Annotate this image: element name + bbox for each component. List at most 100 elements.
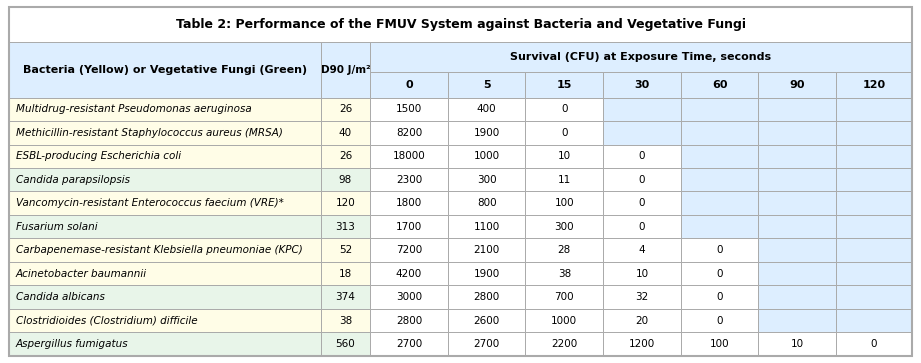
- Bar: [603, 309, 681, 332]
- Bar: [836, 144, 912, 168]
- Bar: [681, 192, 758, 215]
- Text: 18: 18: [339, 269, 352, 279]
- Bar: [681, 309, 758, 332]
- Bar: [9, 168, 321, 192]
- Text: 8200: 8200: [396, 128, 422, 138]
- Text: Table 2: Performance of the FMUV System against Bacteria and Vegetative Fungi: Table 2: Performance of the FMUV System …: [176, 18, 745, 31]
- Text: 1500: 1500: [396, 105, 422, 114]
- Text: 20: 20: [635, 315, 648, 326]
- Bar: [836, 72, 912, 98]
- Text: 2100: 2100: [473, 245, 500, 255]
- Text: 0: 0: [870, 339, 877, 349]
- Text: 300: 300: [554, 222, 574, 232]
- Bar: [526, 238, 603, 262]
- Text: 374: 374: [335, 292, 356, 302]
- Text: 38: 38: [339, 315, 352, 326]
- Text: Vancomycin-resistant Enterococcus faecium (VRE)*: Vancomycin-resistant Enterococcus faeciu…: [16, 198, 284, 208]
- Bar: [526, 285, 603, 309]
- Text: 300: 300: [477, 175, 496, 185]
- Bar: [526, 309, 603, 332]
- Bar: [758, 192, 836, 215]
- Bar: [9, 192, 321, 215]
- Bar: [758, 121, 836, 144]
- Text: 30: 30: [635, 79, 649, 90]
- Text: 0: 0: [561, 128, 567, 138]
- Bar: [836, 309, 912, 332]
- Text: 313: 313: [335, 222, 356, 232]
- Text: 11: 11: [558, 175, 571, 185]
- Bar: [448, 121, 526, 144]
- Text: 0: 0: [561, 105, 567, 114]
- Bar: [9, 262, 321, 285]
- Text: 4200: 4200: [396, 269, 422, 279]
- Bar: [603, 285, 681, 309]
- Bar: [836, 121, 912, 144]
- Bar: [836, 285, 912, 309]
- Bar: [681, 285, 758, 309]
- Text: 52: 52: [339, 245, 352, 255]
- Bar: [758, 144, 836, 168]
- Text: 10: 10: [635, 269, 648, 279]
- Bar: [758, 215, 836, 238]
- Bar: [321, 168, 370, 192]
- Bar: [758, 168, 836, 192]
- Bar: [526, 192, 603, 215]
- Bar: [370, 72, 448, 98]
- Text: 700: 700: [554, 292, 574, 302]
- Bar: [603, 72, 681, 98]
- Bar: [603, 192, 681, 215]
- Text: Fusarium solani: Fusarium solani: [16, 222, 98, 232]
- Bar: [9, 98, 321, 121]
- Text: 15: 15: [556, 79, 572, 90]
- Bar: [448, 262, 526, 285]
- Text: 100: 100: [554, 198, 574, 208]
- Text: 1900: 1900: [473, 269, 500, 279]
- Text: Carbapenemase-resistant Klebsiella pneumoniae (KPC): Carbapenemase-resistant Klebsiella pneum…: [16, 245, 302, 255]
- Bar: [370, 262, 448, 285]
- Text: 4: 4: [638, 245, 646, 255]
- Text: 98: 98: [339, 175, 352, 185]
- Bar: [836, 262, 912, 285]
- Bar: [681, 144, 758, 168]
- Bar: [448, 332, 526, 356]
- Bar: [836, 98, 912, 121]
- Text: 560: 560: [335, 339, 356, 349]
- Text: 0: 0: [717, 269, 723, 279]
- Bar: [681, 168, 758, 192]
- Bar: [321, 121, 370, 144]
- Bar: [526, 168, 603, 192]
- Text: 38: 38: [558, 269, 571, 279]
- Bar: [448, 192, 526, 215]
- Bar: [526, 332, 603, 356]
- Bar: [758, 262, 836, 285]
- Text: 7200: 7200: [396, 245, 422, 255]
- Text: 120: 120: [862, 79, 885, 90]
- Text: Methicillin-resistant Staphylococcus aureus (MRSA): Methicillin-resistant Staphylococcus aur…: [16, 128, 283, 138]
- Text: Candida albicans: Candida albicans: [16, 292, 104, 302]
- Text: 1700: 1700: [396, 222, 422, 232]
- Text: 0: 0: [717, 315, 723, 326]
- Bar: [758, 238, 836, 262]
- Bar: [321, 192, 370, 215]
- Bar: [681, 215, 758, 238]
- Bar: [448, 215, 526, 238]
- Bar: [9, 285, 321, 309]
- Bar: [836, 168, 912, 192]
- Bar: [370, 144, 448, 168]
- Text: 1000: 1000: [473, 151, 500, 161]
- Bar: [9, 121, 321, 144]
- Text: 26: 26: [339, 105, 352, 114]
- Bar: [370, 238, 448, 262]
- Bar: [321, 262, 370, 285]
- Bar: [526, 72, 603, 98]
- Text: 2300: 2300: [396, 175, 422, 185]
- Text: 0: 0: [638, 198, 646, 208]
- Text: Multidrug-resistant Pseudomonas aeruginosa: Multidrug-resistant Pseudomonas aerugino…: [16, 105, 251, 114]
- Bar: [321, 98, 370, 121]
- Text: 5: 5: [483, 79, 491, 90]
- Text: 400: 400: [477, 105, 496, 114]
- Bar: [321, 144, 370, 168]
- Bar: [526, 262, 603, 285]
- Text: 1800: 1800: [396, 198, 422, 208]
- Text: 3000: 3000: [396, 292, 422, 302]
